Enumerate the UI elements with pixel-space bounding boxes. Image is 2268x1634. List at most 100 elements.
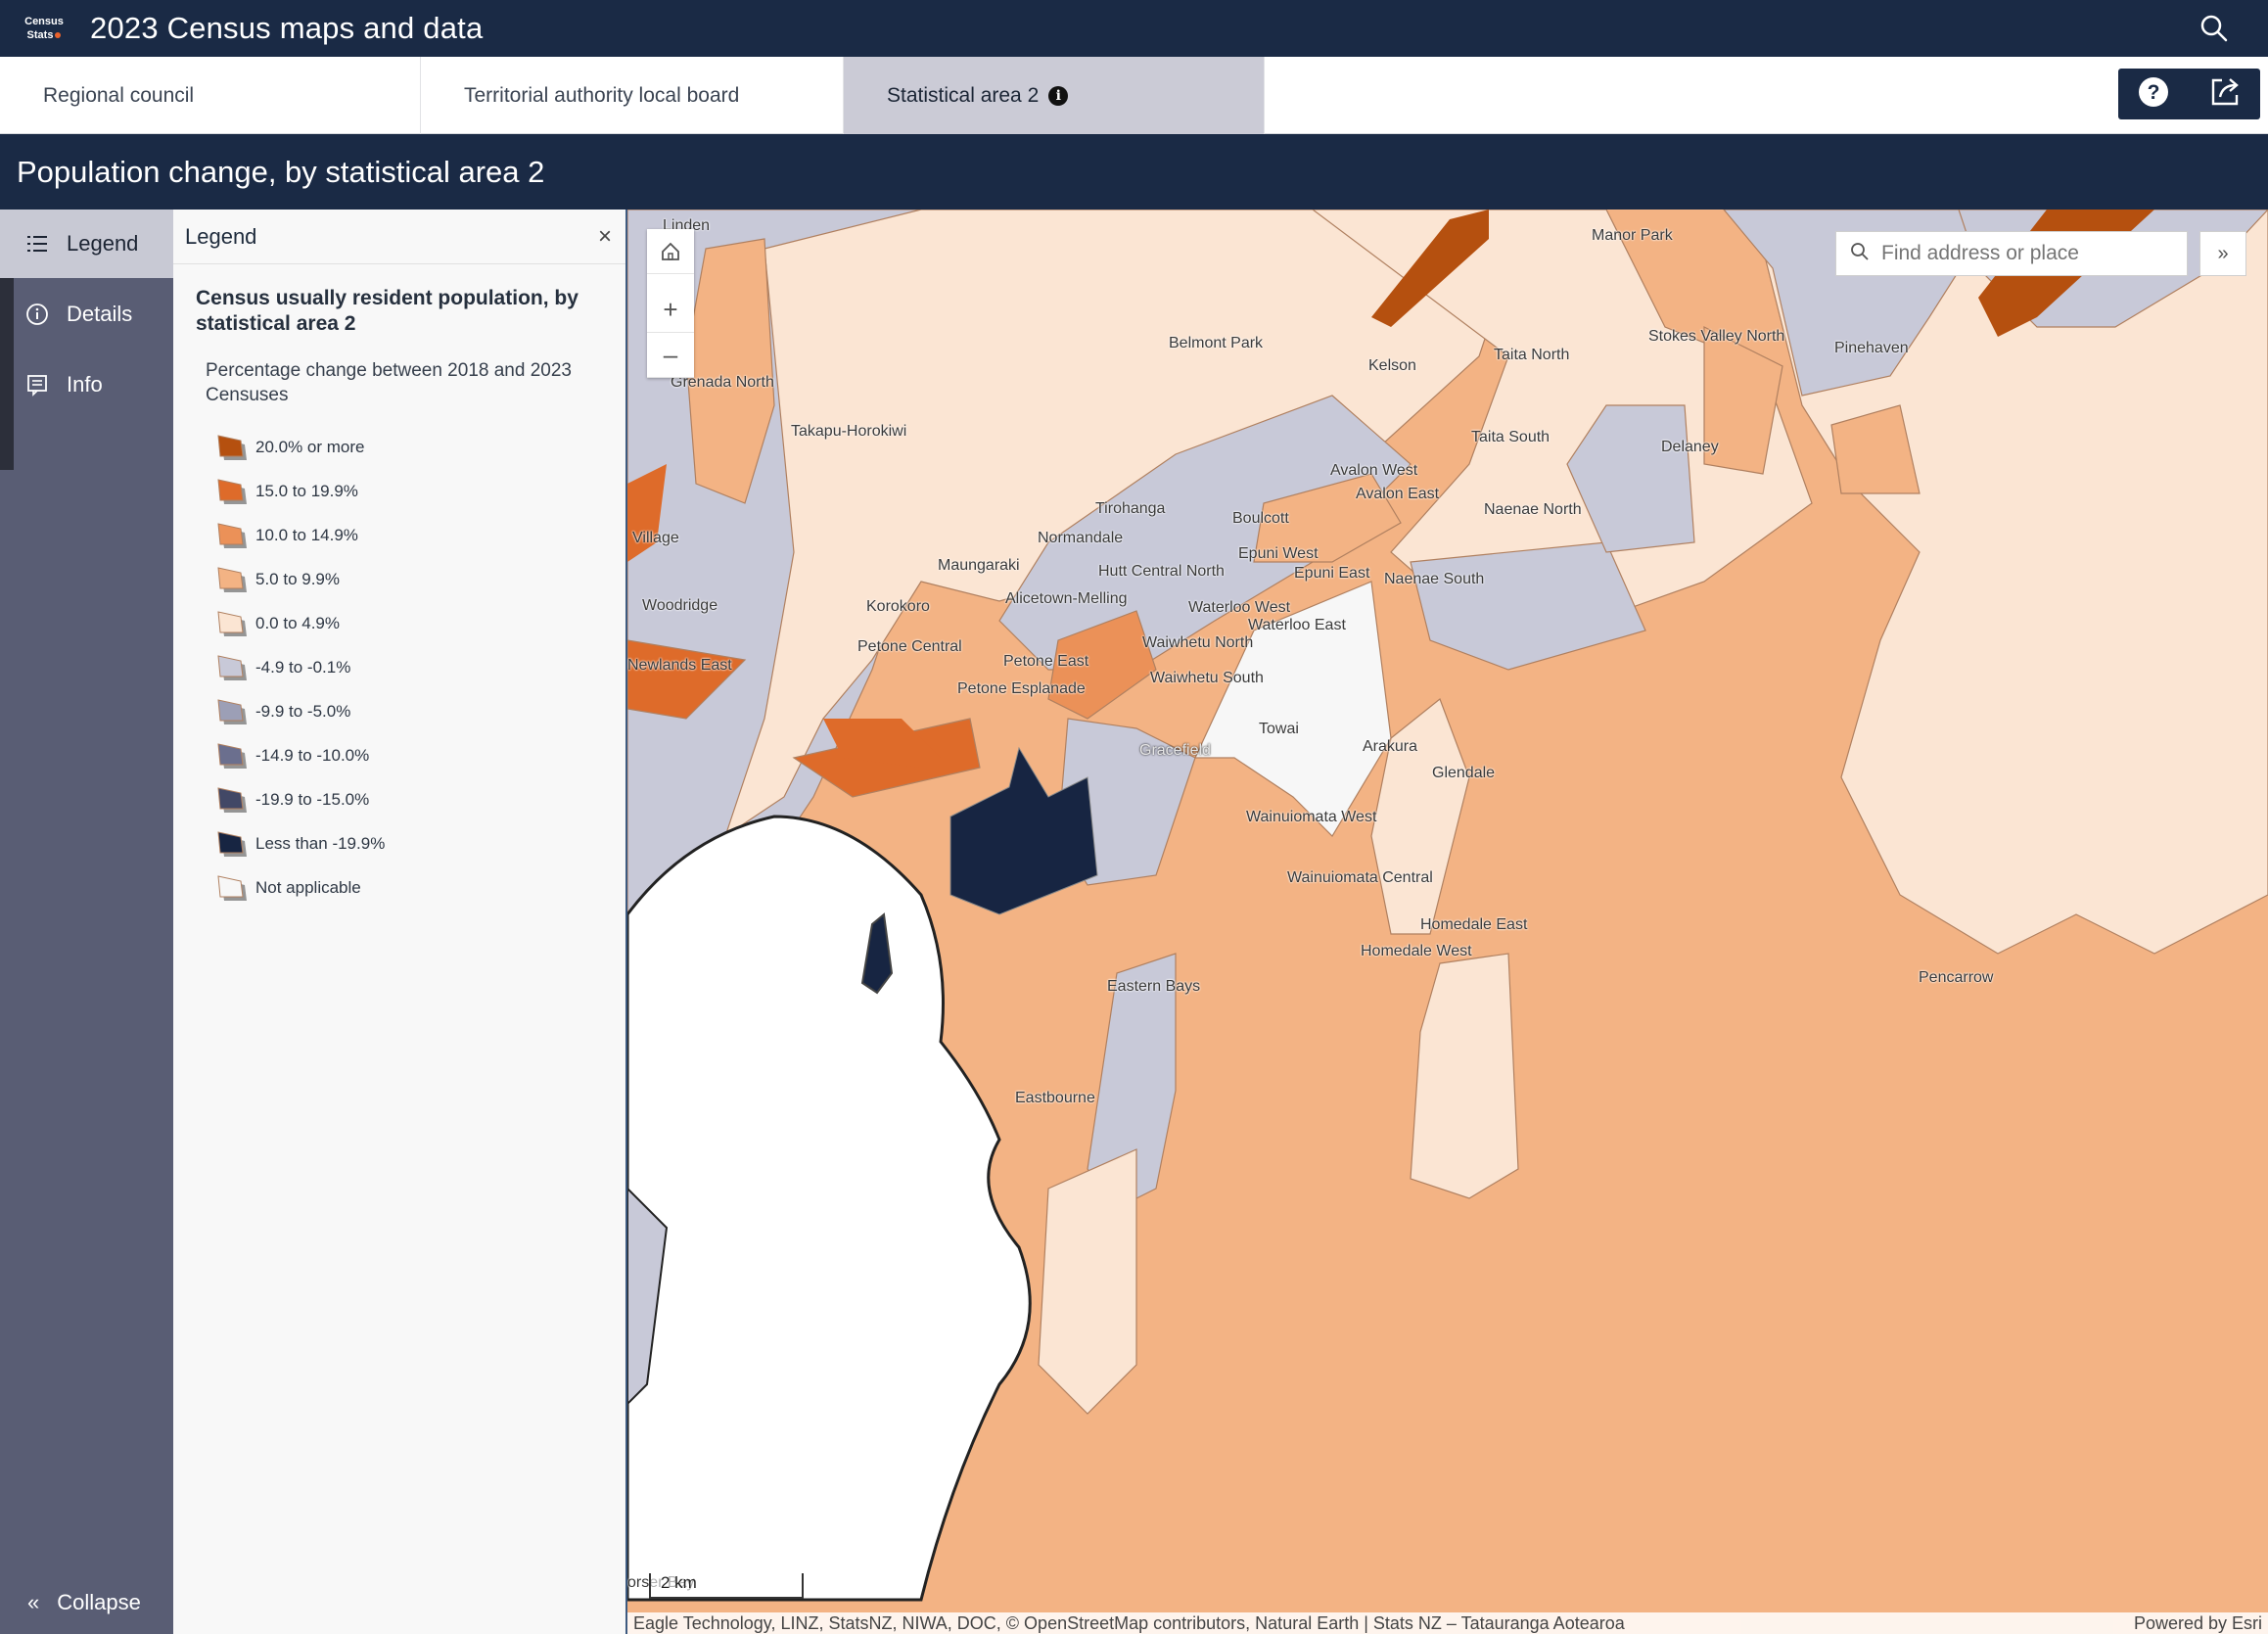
address-search-input[interactable]: [1881, 242, 2165, 265]
tab-regional-council[interactable]: Regional council: [0, 57, 421, 134]
map-label: Petone East: [1003, 653, 1089, 670]
side-navigation: Legend Details Info « Collapse: [0, 210, 173, 1634]
legend-item-label: -19.9 to -15.0%: [255, 789, 370, 809]
tab-statistical-area-2[interactable]: Statistical area 2 i: [844, 57, 1265, 134]
legend-field-title: Percentage change between 2018 and 2023 …: [206, 360, 572, 405]
map-label: Gracefield: [1139, 742, 1211, 759]
nav-item-details[interactable]: Details: [0, 280, 173, 349]
map-label: Epuni West: [1238, 545, 1319, 562]
map-label: Tirohanga: [1095, 500, 1166, 517]
map-label: Belmont Park: [1169, 335, 1264, 351]
zoom-out-button[interactable]: –: [647, 333, 694, 378]
nav-item-label: Legend: [67, 231, 139, 256]
tab-tools: ?: [2118, 69, 2260, 119]
legend-item: -4.9 to -0.1%: [173, 645, 625, 689]
expand-button[interactable]: »: [2199, 231, 2246, 276]
nav-item-legend[interactable]: Legend: [0, 210, 173, 278]
legend-panel-header: Legend ×: [173, 210, 625, 264]
map-label: Homedale West: [1361, 943, 1472, 959]
svg-text:?: ?: [2148, 81, 2160, 104]
map-label: Wainuiomata Central: [1287, 869, 1433, 886]
map-label: Woodridge: [642, 597, 718, 614]
map-label: Avalon East: [1356, 486, 1440, 502]
legend-item-label: Not applicable: [255, 877, 361, 897]
map-label: Pinehaven: [1834, 340, 1909, 356]
close-icon[interactable]: ×: [597, 223, 612, 250]
nav-item-info[interactable]: Info: [0, 350, 173, 419]
page-title: Population change, by statistical area 2: [17, 154, 545, 189]
tab-label: Regional council: [43, 83, 195, 107]
legend-swatch: [216, 829, 248, 859]
legend-layer-title: Census usually resident population, by s…: [196, 287, 579, 335]
legend-item-label: 5.0 to 9.9%: [255, 569, 341, 588]
legend-class-list: 20.0% or more 15.0 to 19.9% 10.0 to 14.9% 5…: [173, 425, 625, 910]
legend-item: -9.9 to -5.0%: [173, 689, 625, 733]
legend-swatch: [216, 565, 248, 594]
share-icon[interactable]: [2208, 75, 2242, 114]
map-label: Arakura: [1363, 738, 1418, 755]
map-label: Pencarrow: [1919, 969, 1994, 986]
info-icon[interactable]: i: [1048, 85, 1069, 106]
legend-item: 5.0 to 9.9%: [173, 557, 625, 601]
map-label: Takapu-Horokiwi: [791, 423, 907, 440]
page-title-bar: Population change, by statistical area 2: [0, 134, 2268, 210]
stats-nz-logo[interactable]: Census Stats: [16, 0, 72, 57]
map-label: Waiwhetu South: [1150, 670, 1264, 686]
legend-panel: Legend × Census usually resident populat…: [173, 210, 627, 1634]
map-label: Petone Central: [857, 638, 962, 655]
nav-item-label: Info: [67, 372, 103, 397]
map-label: Wainuiomata West: [1246, 809, 1377, 825]
map-label: Waterloo East: [1248, 617, 1346, 633]
map-label: Avalon West: [1330, 462, 1418, 479]
legend-item: 10.0 to 14.9%: [173, 513, 625, 557]
map-label: Eastern Bays: [1107, 978, 1201, 995]
home-button[interactable]: [647, 229, 694, 274]
tab-label: Statistical area 2: [887, 83, 1040, 107]
double-chevron-left-icon: «: [27, 1590, 40, 1614]
legend-swatch: [216, 433, 248, 462]
map-label: Maungaraki: [938, 557, 1020, 574]
map-label: Delaney: [1661, 439, 1719, 455]
search-icon[interactable]: [2199, 14, 2229, 43]
map-label: Stokes Valley North: [1648, 328, 1785, 345]
collapse-label: Collapse: [57, 1590, 141, 1614]
map-label: Glendale: [1432, 765, 1496, 781]
map-label: Waiwhetu North: [1142, 634, 1254, 651]
map-label: Grenada North: [671, 374, 774, 391]
legend-item-label: 10.0 to 14.9%: [255, 525, 358, 544]
map-label: Petone Esplanade: [957, 680, 1086, 697]
legend-item-label: Less than -19.9%: [255, 833, 386, 853]
powered-by-esri[interactable]: Powered by Esri: [2133, 1612, 2262, 1633]
collapse-button[interactable]: « Collapse: [0, 1583, 173, 1622]
map-label: Epuni East: [1294, 565, 1370, 582]
legend-item-label: 0.0 to 4.9%: [255, 613, 341, 632]
legend-swatch: [216, 741, 248, 770]
map-label: Eastbourne: [1015, 1090, 1095, 1106]
map-label: Alicetown-Melling: [1005, 590, 1128, 607]
map-label: Hutt Central North: [1098, 563, 1225, 580]
choropleth-map[interactable]: [627, 210, 2268, 1634]
map-label: Village: [632, 530, 679, 546]
help-icon[interactable]: ?: [2137, 75, 2170, 114]
logo-line-2: Stats: [26, 29, 54, 41]
map-label: Normandale: [1038, 530, 1124, 546]
search-icon: [1850, 242, 1870, 266]
tab-territorial-authority[interactable]: Territorial authority local board: [421, 57, 844, 134]
map-label: Naenae South: [1384, 571, 1485, 587]
legend-item-label: 15.0 to 19.9%: [255, 481, 358, 500]
list-icon: [25, 232, 49, 256]
map-label: Towai: [1259, 721, 1299, 737]
app-header: Census Stats 2023 Census maps and data: [0, 0, 2268, 57]
map-view[interactable]: Manor Park Stokes Valley North Pinehaven Be…: [627, 210, 2268, 1634]
legend-panel-title: Legend: [185, 223, 257, 249]
zoom-in-button[interactable]: +: [647, 288, 694, 333]
map-search-box[interactable]: [1835, 231, 2188, 276]
map-label: Waterloo West: [1188, 599, 1291, 616]
legend-item-label: 20.0% or more: [255, 437, 365, 456]
home-icon: [662, 242, 679, 260]
legend-item: 15.0 to 19.9%: [173, 469, 625, 513]
map-label: Taita North: [1494, 347, 1570, 363]
legend-item-label: -9.9 to -5.0%: [255, 701, 351, 721]
map-label: Naenae North: [1484, 501, 1582, 518]
legend-item: Not applicable: [173, 865, 625, 910]
